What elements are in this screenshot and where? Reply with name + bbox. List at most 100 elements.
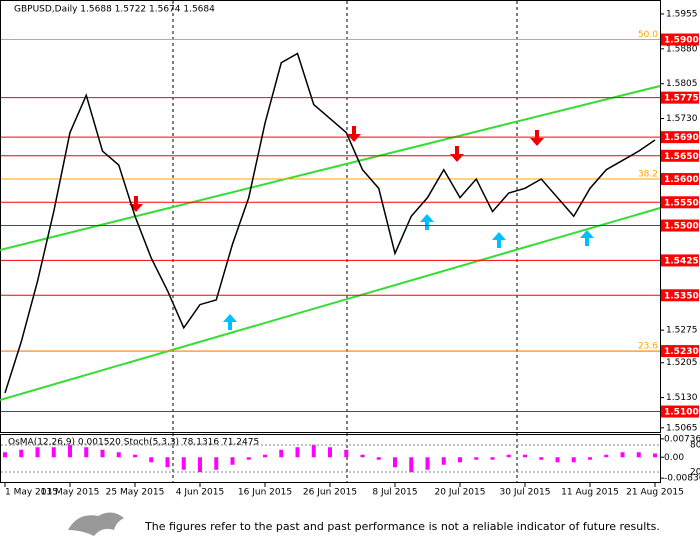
background — [0, 0, 700, 500]
y-tick-label: 1.5955 — [666, 9, 698, 19]
disclaimer: The figures refer to the past and past p… — [144, 520, 660, 533]
osma-bar — [376, 457, 381, 460]
y-tick-label: 1.5205 — [666, 358, 698, 368]
level-label: 1.5500 — [664, 222, 699, 232]
level-label-box — [661, 196, 699, 209]
level-label: 1.5600 — [664, 175, 699, 185]
fibo-label: 23.6 — [638, 342, 658, 352]
osma-bar — [360, 454, 365, 458]
level-label-box — [661, 289, 699, 302]
indicator-tick-label: -0.00836 — [664, 474, 700, 484]
level-label-box — [661, 405, 699, 418]
arrow-down — [450, 146, 464, 162]
logo — [68, 512, 124, 536]
osma-bar — [539, 457, 544, 460]
footer — [0, 500, 700, 552]
osma-bar — [571, 457, 576, 463]
x-tick-label: 16 Jun 2015 — [238, 488, 292, 498]
arrow-down — [530, 130, 544, 146]
indicator-tick-label: 0.00 — [664, 453, 684, 463]
osma-bar — [409, 457, 414, 473]
osma-bar — [149, 457, 154, 463]
osma-bar — [555, 457, 560, 463]
osma-bar — [653, 453, 657, 458]
level-label: 1.5550 — [664, 198, 699, 208]
osma-bar — [490, 457, 495, 460]
osma-bar — [604, 454, 609, 458]
osma-bar — [344, 449, 349, 458]
y-tick-label: 1.5805 — [666, 79, 698, 89]
indicator-title: OsMA(12,26,9) 0.001520 Stoch(5,3,3) 78.1… — [8, 438, 259, 448]
level-label-box — [661, 131, 699, 144]
x-tick-label: 1 May 2015 — [5, 488, 58, 498]
signal-arrows — [129, 126, 594, 330]
level-label: 1.5230 — [664, 347, 699, 357]
osma-bar — [295, 447, 300, 458]
x-tick-label: 20 Jul 2015 — [435, 488, 486, 498]
osma-bar — [393, 457, 397, 468]
osma-bar — [474, 457, 479, 460]
fibo-label: 50.0 — [638, 30, 658, 40]
y-tick-label: 1.5730 — [666, 114, 698, 124]
osma-bar — [246, 457, 251, 460]
trendline — [0, 207, 661, 401]
osma-bar — [116, 452, 121, 458]
osma-bar — [35, 447, 40, 458]
main-panel — [0, 0, 661, 433]
fibo-label: 38.2 — [638, 170, 658, 180]
osma-bar — [620, 452, 625, 458]
osma-bar — [425, 457, 430, 470]
stoch-level-label: 20 — [690, 468, 700, 478]
period-separators — [172, 1, 518, 482]
osma-bar — [133, 454, 137, 458]
x-tick-label: 21 Aug 2015 — [626, 488, 684, 498]
level-label: 1.5650 — [664, 152, 699, 162]
osma-bar — [51, 447, 56, 458]
y-tick-label: 1.5065 — [666, 423, 698, 433]
arrow-up — [420, 214, 434, 230]
level-label: 1.5425 — [664, 256, 699, 266]
x-tick-label: 13 May 2015 — [41, 488, 100, 498]
level-label-box — [661, 33, 699, 46]
osma-bar — [441, 457, 446, 465]
osma-bar — [263, 454, 267, 458]
osma-bar — [506, 454, 511, 458]
price-line — [4, 52, 656, 394]
level-label-box — [661, 254, 699, 267]
osma-bar — [100, 449, 105, 458]
trendline — [0, 85, 661, 251]
level-label-box — [661, 219, 699, 232]
indicator-tick-label: 0.007362 — [664, 434, 700, 444]
osma-bar — [68, 444, 72, 458]
y-tick-label: 1.5130 — [666, 393, 698, 403]
chart-title: GBPUSD,Daily 1.5688 1.5722 1.5674 1.5684 — [14, 5, 215, 15]
arrow-up — [223, 314, 237, 330]
osma-bar — [230, 457, 235, 465]
x-tick-label: 4 Jun 2015 — [176, 488, 224, 498]
stoch-level-label: 80 — [690, 441, 700, 451]
level-label: 1.5690 — [664, 133, 699, 143]
arrow-up — [580, 230, 594, 246]
y-tick-label: 1.5275 — [666, 326, 698, 336]
level-label-box — [661, 91, 699, 104]
x-tick-label: 30 Jul 2015 — [500, 488, 551, 498]
level-label: 1.5100 — [664, 408, 699, 418]
osma-bar — [636, 452, 641, 458]
level-label: 1.5775 — [664, 94, 699, 104]
osma-bar — [328, 447, 332, 458]
channel — [0, 85, 661, 401]
level-label: 1.5900 — [664, 36, 699, 46]
osma-bar — [198, 457, 202, 473]
osma-bar — [3, 452, 7, 458]
osma-bar — [458, 457, 462, 463]
y-tick-label: 1.5880 — [666, 44, 698, 54]
osma-bar — [311, 444, 316, 458]
x-tick-label: 11 Aug 2015 — [561, 488, 619, 498]
level-label-box — [661, 149, 699, 162]
osma-bar — [523, 454, 527, 458]
osma-bar — [588, 457, 592, 460]
osma-bar — [181, 457, 186, 470]
indicator-panel — [0, 434, 661, 483]
osma-bar — [279, 449, 284, 458]
x-tick-label: 26 Jun 2015 — [303, 488, 357, 498]
